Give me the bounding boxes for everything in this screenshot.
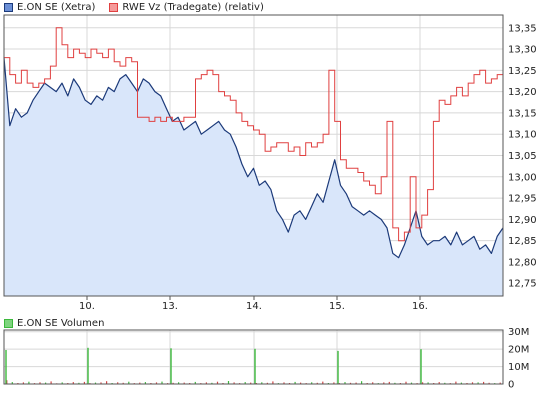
x-tick-label: 10. xyxy=(79,301,95,312)
legend-volume: E.ON SE Volumen xyxy=(4,318,104,329)
legend-price: E.ON SE (Xetra) RWE Vz (Tradegate) (rela… xyxy=(4,2,264,13)
y-tick-label: 12,80 xyxy=(508,257,537,268)
volume-plot-border xyxy=(3,329,504,385)
volume-y-tick-label: 10M xyxy=(508,362,529,373)
legend-swatch-volume xyxy=(4,319,13,328)
legend-label-volume: E.ON SE Volumen xyxy=(17,318,105,329)
volume-y-tick-label: 30M xyxy=(508,327,529,338)
eon-area-fill xyxy=(4,57,503,296)
legend-item-volume: E.ON SE Volumen xyxy=(4,318,104,329)
volume-y-tick-label: 20M xyxy=(508,345,529,356)
y-tick-label: 13,25 xyxy=(508,66,537,77)
y-tick-label: 12,75 xyxy=(508,279,537,290)
y-tick-label: 13,20 xyxy=(508,87,537,98)
x-tick-label: 13. xyxy=(162,301,178,312)
legend-swatch-rwe xyxy=(109,3,119,12)
legend-item-rwe: RWE Vz (Tradegate) (relativ) xyxy=(109,2,264,13)
legend-item-eon: E.ON SE (Xetra) xyxy=(4,2,95,13)
y-tick-label: 12,90 xyxy=(508,215,537,226)
x-tick-label: 14. xyxy=(246,301,262,312)
y-tick-label: 13,35 xyxy=(508,23,537,34)
x-tick-label: 16. xyxy=(412,301,428,312)
x-tick-label: 15. xyxy=(329,301,345,312)
y-tick-label: 13,05 xyxy=(508,151,537,162)
y-tick-label: 13,10 xyxy=(508,130,537,141)
rwe-series-line xyxy=(4,27,504,242)
y-tick-label: 13,30 xyxy=(508,45,537,56)
legend-label-eon: E.ON SE (Xetra) xyxy=(17,2,96,13)
y-tick-label: 13,15 xyxy=(508,108,537,119)
y-tick-label: 12,95 xyxy=(508,194,537,205)
volume-y-tick-label: 0 xyxy=(508,380,514,391)
y-tick-label: 12,85 xyxy=(508,236,537,247)
legend-label-rwe: RWE Vz (Tradegate) (relativ) xyxy=(122,2,264,13)
y-tick-label: 13,00 xyxy=(508,172,537,183)
legend-swatch-eon xyxy=(4,3,13,12)
